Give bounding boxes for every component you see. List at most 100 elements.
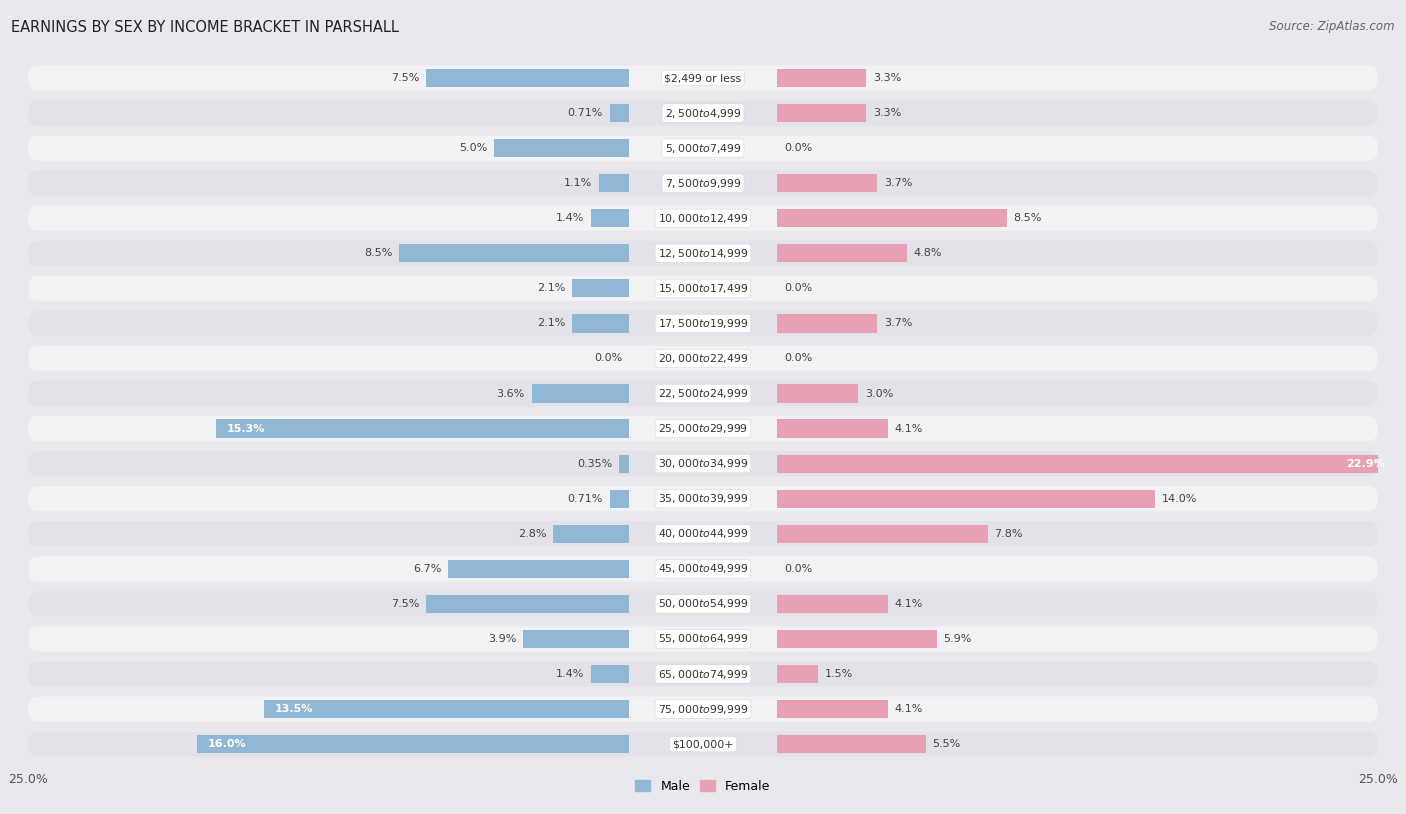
Text: $20,000 to $22,499: $20,000 to $22,499 <box>658 352 748 365</box>
Bar <box>449 560 628 578</box>
Text: $25,000 to $29,999: $25,000 to $29,999 <box>658 422 748 435</box>
Text: 8.5%: 8.5% <box>364 248 392 258</box>
Bar <box>197 735 628 753</box>
FancyBboxPatch shape <box>28 206 1378 231</box>
Text: 0.71%: 0.71% <box>568 108 603 118</box>
Text: 1.4%: 1.4% <box>555 213 585 223</box>
Text: 5.0%: 5.0% <box>458 143 486 153</box>
Bar <box>494 139 628 157</box>
Text: 5.5%: 5.5% <box>932 739 960 749</box>
Text: $10,000 to $12,499: $10,000 to $12,499 <box>658 212 748 225</box>
Text: 3.6%: 3.6% <box>496 388 524 399</box>
Text: 2.8%: 2.8% <box>517 529 547 539</box>
Bar <box>572 279 628 297</box>
Text: 1.1%: 1.1% <box>564 178 592 188</box>
Text: 0.0%: 0.0% <box>593 353 621 364</box>
Bar <box>778 595 889 613</box>
Text: 4.1%: 4.1% <box>894 599 924 609</box>
Text: $30,000 to $34,999: $30,000 to $34,999 <box>658 457 748 470</box>
Bar <box>778 630 936 648</box>
Text: $7,500 to $9,999: $7,500 to $9,999 <box>665 177 741 190</box>
FancyBboxPatch shape <box>28 100 1378 125</box>
Text: $2,500 to $4,999: $2,500 to $4,999 <box>665 107 741 120</box>
Bar <box>264 700 628 718</box>
Bar <box>778 665 818 683</box>
FancyBboxPatch shape <box>28 171 1378 196</box>
Text: 13.5%: 13.5% <box>276 704 314 714</box>
Text: 16.0%: 16.0% <box>208 739 246 749</box>
Text: 0.0%: 0.0% <box>785 353 813 364</box>
Text: 3.3%: 3.3% <box>873 108 901 118</box>
Text: 7.5%: 7.5% <box>391 73 419 83</box>
Text: 2.1%: 2.1% <box>537 283 565 293</box>
FancyBboxPatch shape <box>28 65 1378 90</box>
FancyBboxPatch shape <box>28 346 1378 371</box>
Text: $40,000 to $44,999: $40,000 to $44,999 <box>658 527 748 540</box>
Bar <box>610 104 628 122</box>
Text: $2,499 or less: $2,499 or less <box>665 73 741 83</box>
Text: 7.5%: 7.5% <box>391 599 419 609</box>
Text: 0.35%: 0.35% <box>578 458 613 469</box>
Bar <box>778 700 889 718</box>
Text: 0.0%: 0.0% <box>785 283 813 293</box>
Text: 3.7%: 3.7% <box>884 178 912 188</box>
FancyBboxPatch shape <box>28 416 1378 441</box>
Bar <box>619 454 628 473</box>
Text: 0.0%: 0.0% <box>785 564 813 574</box>
Text: 3.9%: 3.9% <box>488 634 517 644</box>
Bar <box>553 525 628 543</box>
Bar <box>426 595 628 613</box>
Text: $5,000 to $7,499: $5,000 to $7,499 <box>665 142 741 155</box>
Text: $75,000 to $99,999: $75,000 to $99,999 <box>658 702 748 716</box>
Text: 0.71%: 0.71% <box>568 494 603 504</box>
FancyBboxPatch shape <box>28 697 1378 722</box>
FancyBboxPatch shape <box>28 556 1378 581</box>
Bar <box>426 69 628 87</box>
Bar <box>778 314 877 333</box>
Text: 5.9%: 5.9% <box>943 634 972 644</box>
Bar <box>778 104 866 122</box>
Text: EARNINGS BY SEX BY INCOME BRACKET IN PARSHALL: EARNINGS BY SEX BY INCOME BRACKET IN PAR… <box>11 20 399 35</box>
Text: $35,000 to $39,999: $35,000 to $39,999 <box>658 492 748 505</box>
Bar <box>591 665 628 683</box>
Bar <box>778 454 1395 473</box>
Text: 4.1%: 4.1% <box>894 704 924 714</box>
Text: 6.7%: 6.7% <box>413 564 441 574</box>
FancyBboxPatch shape <box>28 241 1378 266</box>
Text: $45,000 to $49,999: $45,000 to $49,999 <box>658 562 748 575</box>
FancyBboxPatch shape <box>28 591 1378 616</box>
Text: 22.9%: 22.9% <box>1346 458 1385 469</box>
Text: 14.0%: 14.0% <box>1161 494 1198 504</box>
FancyBboxPatch shape <box>28 381 1378 406</box>
Text: $55,000 to $64,999: $55,000 to $64,999 <box>658 632 748 646</box>
Bar <box>599 174 628 192</box>
Text: $22,500 to $24,999: $22,500 to $24,999 <box>658 387 748 400</box>
Text: 4.8%: 4.8% <box>914 248 942 258</box>
Text: $100,000+: $100,000+ <box>672 739 734 749</box>
Text: 15.3%: 15.3% <box>226 423 264 434</box>
FancyBboxPatch shape <box>28 451 1378 476</box>
Bar <box>778 384 858 403</box>
FancyBboxPatch shape <box>28 311 1378 336</box>
Bar <box>523 630 628 648</box>
Text: $50,000 to $54,999: $50,000 to $54,999 <box>658 597 748 610</box>
Text: 1.5%: 1.5% <box>824 669 852 679</box>
Text: Source: ZipAtlas.com: Source: ZipAtlas.com <box>1270 20 1395 33</box>
FancyBboxPatch shape <box>28 486 1378 511</box>
Bar <box>531 384 628 403</box>
Text: 7.8%: 7.8% <box>994 529 1024 539</box>
FancyBboxPatch shape <box>28 732 1378 757</box>
Bar <box>778 244 907 262</box>
Text: $65,000 to $74,999: $65,000 to $74,999 <box>658 667 748 681</box>
Text: 8.5%: 8.5% <box>1014 213 1042 223</box>
FancyBboxPatch shape <box>28 135 1378 160</box>
Text: 1.4%: 1.4% <box>555 669 585 679</box>
Text: 0.0%: 0.0% <box>785 143 813 153</box>
Text: 2.1%: 2.1% <box>537 318 565 328</box>
FancyBboxPatch shape <box>28 276 1378 301</box>
Bar <box>591 209 628 227</box>
Text: $12,500 to $14,999: $12,500 to $14,999 <box>658 247 748 260</box>
Bar <box>215 419 628 438</box>
Bar <box>572 314 628 333</box>
Bar <box>778 69 866 87</box>
